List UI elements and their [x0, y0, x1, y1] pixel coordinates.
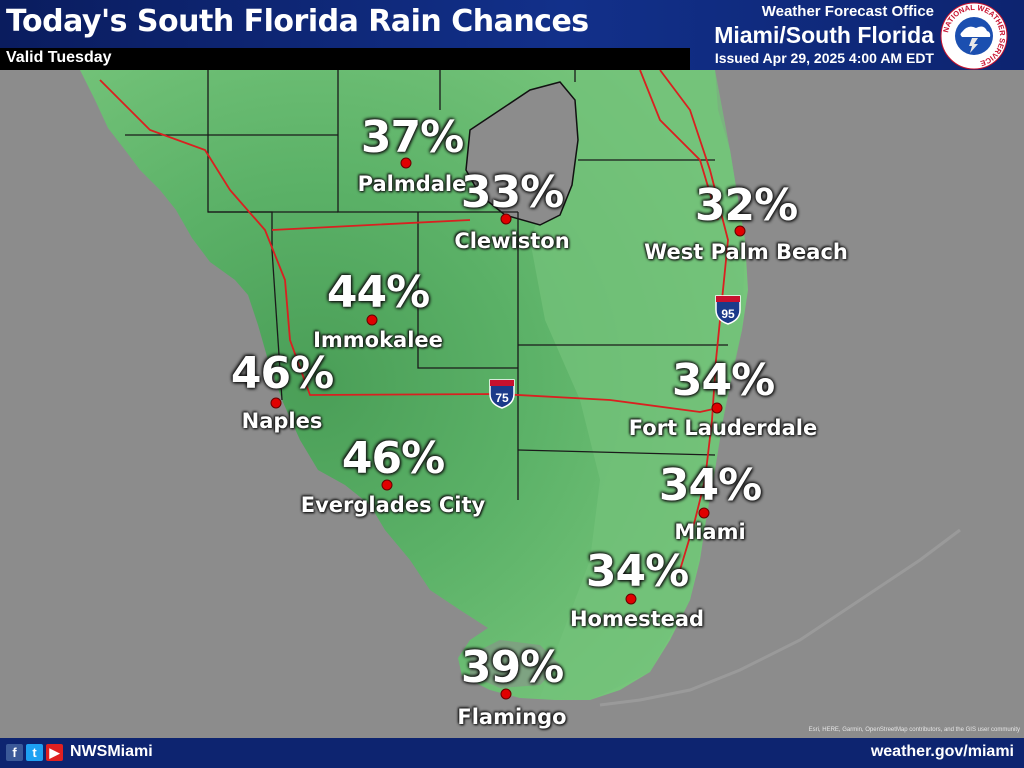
immokalee-rain-chance: 44%	[326, 267, 430, 318]
flamingo-label: Flamingo	[457, 705, 567, 729]
homestead-dot	[625, 593, 637, 605]
immokalee-dot	[366, 314, 378, 326]
interstate-95-shield-icon: 95	[715, 295, 741, 325]
facebook-icon[interactable]: f	[6, 744, 23, 761]
svg-text:75: 75	[495, 391, 509, 405]
keys-islands	[599, 528, 961, 707]
west-palm-beach-label: West Palm Beach	[644, 240, 848, 264]
flamingo-rain-chance: 39%	[460, 642, 564, 693]
footer-bar	[0, 738, 1024, 768]
florida-bay	[470, 640, 560, 688]
everglades-city-label: Everglades City	[300, 493, 486, 517]
twitter-icon[interactable]: t	[26, 744, 43, 761]
social-icons: f t ▶	[6, 744, 63, 761]
svg-text:95: 95	[721, 307, 735, 321]
south-florida-map: 95 75	[0, 70, 1024, 738]
county-lines	[125, 70, 728, 500]
flamingo-dot	[500, 688, 512, 700]
immokalee-label: Immokalee	[313, 328, 443, 352]
clewiston-label: Clewiston	[454, 229, 570, 253]
miami-label: Miami	[674, 520, 746, 544]
website-link[interactable]: weather.gov/miami	[870, 743, 1014, 760]
palmdale-dot	[400, 157, 412, 169]
miami-rain-chance: 34%	[658, 460, 762, 511]
miami-dot	[698, 507, 710, 519]
highways	[99, 70, 729, 571]
naples-label: Naples	[241, 409, 323, 433]
social-handle[interactable]: NWSMiami	[70, 743, 153, 760]
office-name: Miami/South Florida	[714, 22, 934, 48]
fort-lauderdale-rain-chance: 34%	[671, 355, 775, 406]
interstate-75-shield-icon: 75	[489, 379, 515, 409]
nws-logo-icon: NATIONAL WEATHER SERVICE	[940, 2, 1008, 70]
fort-lauderdale-label: Fort Lauderdale	[628, 416, 818, 440]
everglades-city-rain-chance: 46%	[341, 433, 445, 484]
fort-lauderdale-dot	[711, 402, 723, 414]
west-palm-beach-dot	[734, 225, 746, 237]
valid-bar	[0, 48, 690, 70]
west-palm-beach-rain-chance: 32%	[694, 180, 798, 231]
issued-time: Issued Apr 29, 2025 4:00 AM EDT	[714, 50, 934, 66]
naples-dot	[270, 397, 282, 409]
everglades-city-dot	[381, 479, 393, 491]
youtube-icon[interactable]: ▶	[46, 744, 63, 761]
homestead-rain-chance: 34%	[585, 546, 689, 597]
east-coast-band	[530, 70, 745, 700]
homestead-label: Homestead	[569, 607, 705, 631]
map-title: Today's South Florida Rain Chances	[6, 4, 589, 39]
clewiston-rain-chance: 33%	[460, 167, 564, 218]
lake-okeechobee	[465, 81, 579, 226]
map-attribution: Esri, HERE, Garmin, OpenStreetMap contri…	[808, 727, 1020, 733]
palmdale-label: Palmdale	[357, 172, 467, 196]
naples-rain-chance: 46%	[230, 348, 334, 399]
clewiston-dot	[500, 213, 512, 225]
office-label: Weather Forecast Office	[761, 3, 934, 20]
valid-label: Valid Tuesday	[6, 49, 112, 66]
palmdale-rain-chance: 37%	[360, 112, 464, 163]
